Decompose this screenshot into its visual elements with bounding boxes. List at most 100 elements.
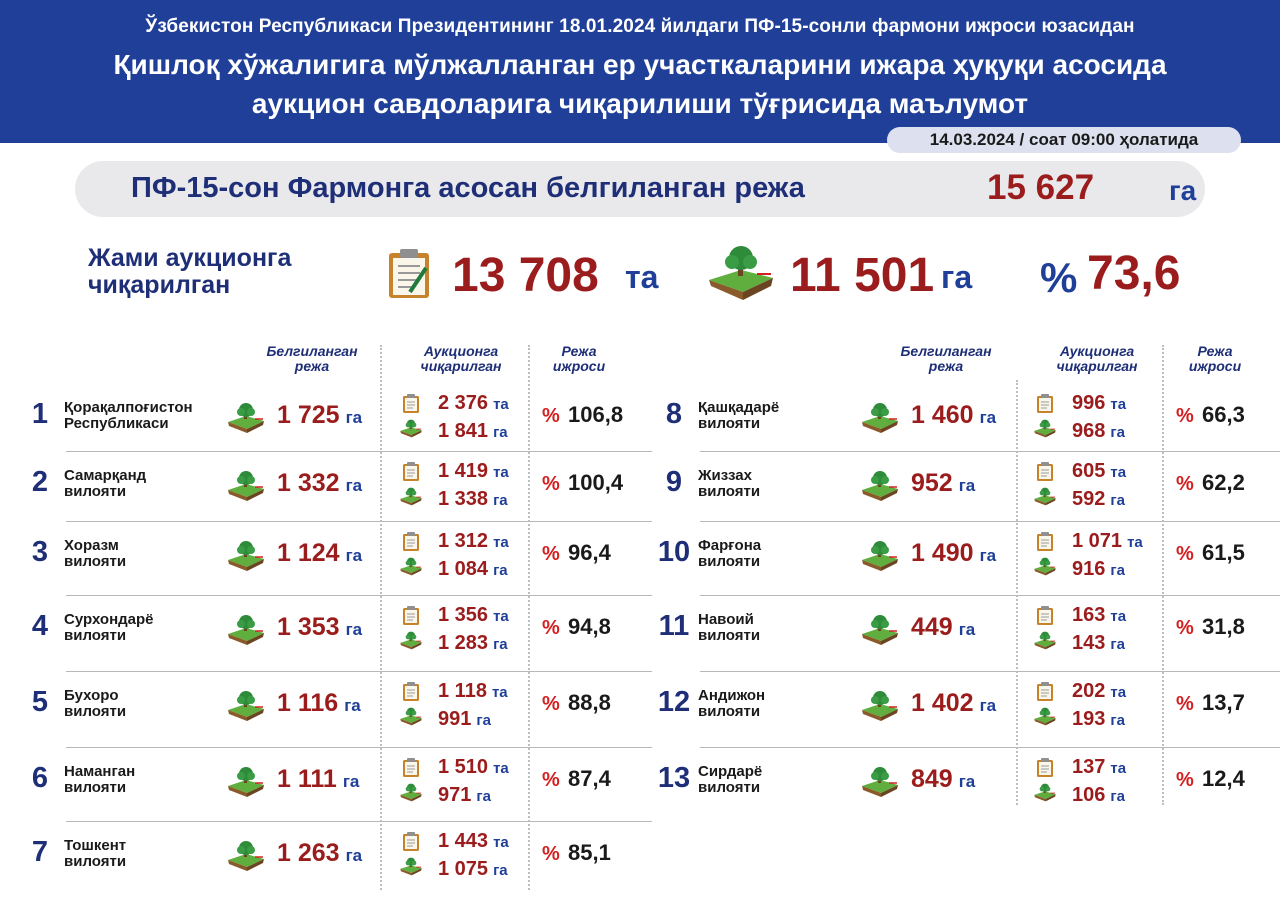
clipboard-icon (402, 462, 420, 487)
plan-hectares-unit: га (979, 408, 997, 427)
header-title-line1: Қишлоқ хўжалигига мўлжалланган ер участк… (113, 49, 1167, 80)
execution-percent: 106,8 (568, 402, 624, 427)
region-name-line2: Республикаси (64, 415, 169, 432)
auction-area-unit: га (493, 636, 508, 653)
auction-plots-unit: та (493, 396, 509, 413)
row-number: 10 (657, 536, 691, 568)
auction-plots-value: 163 (1072, 604, 1106, 626)
auction-area: 971 га (438, 782, 509, 810)
execution-percent: 96,4 (568, 540, 611, 565)
auction-area-unit: га (1110, 712, 1125, 729)
col-header-exec-right-l1: Режа (1197, 343, 1233, 359)
land-plot-icon (860, 766, 900, 803)
auction-area: 1 841 га (438, 418, 509, 446)
row-number: 3 (31, 536, 49, 568)
plan-hectares-unit: га (342, 772, 360, 791)
table-row: 4 Сурхондарё вилояти 1 353 га 1 356 та 1 283 га%… (20, 600, 634, 664)
percent-sign: % (1176, 543, 1194, 565)
plan-unit: га (1169, 175, 1197, 206)
plan-hectares-unit: га (958, 772, 976, 791)
region-name-line2: вилояти (64, 483, 127, 500)
region-name-line2: вилояти (64, 779, 127, 796)
row-number: 11 (658, 610, 690, 642)
auction-plots: 1 419 та (438, 458, 509, 486)
region-name-line2: вилояти (64, 553, 127, 570)
plan-hectares: 1 332 га (277, 469, 362, 498)
plan-hectares-value: 1 402 (911, 689, 974, 717)
auction-plots-value: 1 443 (438, 830, 489, 852)
region-name: Қашқадарё вилояти (698, 400, 860, 432)
percent-sign: % (1176, 693, 1194, 715)
auction-area-unit: га (493, 492, 508, 509)
table-row: 3 Хоразм вилояти 1 124 га 1 312 та 1 084 га% 96,4 (20, 526, 634, 590)
region-name: Бухоро вилояти (64, 688, 226, 720)
auction-plots: 202 та (1072, 678, 1126, 706)
auction-area: 916 га (1072, 556, 1143, 584)
region-name-line2: вилояти (698, 415, 761, 432)
execution-percent: 31,8 (1202, 614, 1245, 639)
auction-plots-value: 1 356 (438, 604, 489, 626)
region-name-line1: Самарқанд (64, 467, 147, 484)
auction-plots: 137 та (1072, 754, 1126, 782)
auction-area-unit: га (493, 424, 508, 441)
plan-hectares-unit: га (345, 620, 363, 639)
land-plot-icon (1033, 557, 1057, 581)
percent-sign: % (1176, 405, 1194, 427)
auction-plots: 1 443 та (438, 828, 509, 856)
execution-percent: 94,8 (568, 614, 611, 639)
plan-hectares-value: 1 111 (277, 765, 337, 793)
auction-values: 1 510 та 971 га (438, 754, 509, 810)
region-name-line1: Андижон (698, 687, 766, 704)
plan-hectares-value: 952 (911, 469, 953, 497)
auction-plots: 163 та (1072, 602, 1126, 630)
row-divider (700, 451, 1280, 452)
totals-plots-value: 13 708 (452, 249, 599, 302)
plan-hectares-value: 1 725 (277, 401, 340, 429)
percent-sign: % (1176, 617, 1194, 639)
region-name-line2: вилояти (64, 627, 127, 644)
region-name: Наманган вилояти (64, 764, 226, 796)
execution-percent: 87,4 (568, 766, 611, 791)
clipboard-icon (402, 832, 420, 857)
land-plot-icon (226, 402, 266, 439)
row-divider (66, 521, 652, 522)
plan-hectares: 1 460 га (911, 401, 996, 430)
col-header-plan-right: Белгиланган режа (891, 344, 1001, 374)
region-name-line1: Хоразм (64, 537, 119, 554)
percent-sign: % (542, 543, 560, 565)
totals-percent-value: 73,6 (1087, 247, 1181, 300)
land-plot-icon (709, 246, 773, 300)
region-name-line2: вилояти (698, 483, 761, 500)
table-row: 2 Самарқанд вилояти 1 332 га 1 419 та 1 338 га% 1… (20, 456, 634, 520)
percent-sign: % (1176, 473, 1194, 495)
percent-sign: % (542, 693, 560, 715)
percent-sign: % (542, 473, 560, 495)
land-plot-icon (226, 766, 266, 803)
land-plot-icon (399, 631, 423, 655)
region-name-line2: вилояти (64, 853, 127, 870)
auction-plots-value: 605 (1072, 460, 1106, 482)
plan-hectares-value: 1 332 (277, 469, 340, 497)
auction-area: 991 га (438, 706, 508, 734)
auction-area-value: 1 075 (438, 858, 489, 880)
plan-hectares-value: 1 124 (277, 539, 340, 567)
auction-plots-unit: та (1127, 534, 1143, 551)
clipboard-icon (1036, 394, 1054, 419)
row-number: 2 (31, 466, 49, 498)
header-banner: Ўзбекистон Республикаси Президентининг 1… (0, 0, 1280, 143)
col-header-plan-left: Белгиланган режа (257, 344, 367, 374)
header-title-line2: аукцион савдоларига чиқарилиши тўғрисида… (251, 88, 1029, 119)
execution-percent: 100,4 (568, 470, 624, 495)
col-header-exec-right-l2: ижроси (1188, 358, 1242, 374)
auction-area: 106 га (1072, 782, 1126, 810)
auction-values: 996 та 968 га (1072, 390, 1126, 446)
land-plot-icon (399, 487, 423, 511)
separator-left-2 (528, 345, 530, 890)
clipboard-icon (402, 394, 420, 419)
land-plot-icon (226, 690, 266, 727)
table-row: 13 Сирдарё вилояти 849 га 137 та 106 га% 12,4 (654, 752, 1268, 816)
execution-percent: 66,3 (1202, 402, 1245, 427)
region-name-line2: вилояти (698, 627, 761, 644)
percent-sign: % (542, 769, 560, 791)
region-name-line1: Наманган (64, 763, 136, 780)
